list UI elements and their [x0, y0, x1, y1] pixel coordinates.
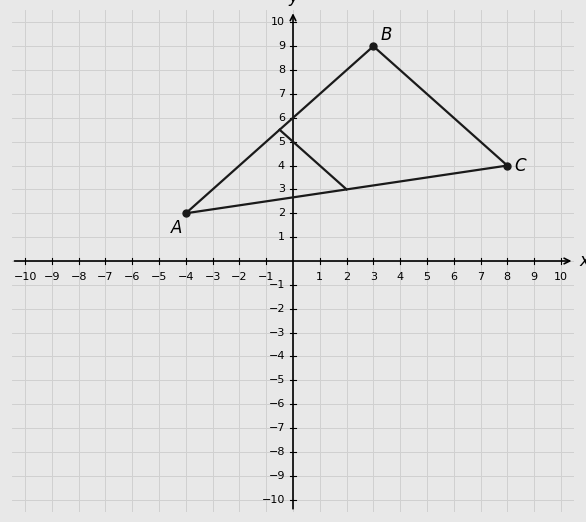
Text: −2: −2 [231, 272, 248, 282]
Text: −10: −10 [261, 495, 285, 505]
Text: 6: 6 [450, 272, 457, 282]
Text: 9: 9 [530, 272, 538, 282]
Text: A: A [171, 219, 182, 237]
Text: 8: 8 [504, 272, 511, 282]
Text: 4: 4 [397, 272, 404, 282]
Text: −7: −7 [268, 423, 285, 433]
Text: −8: −8 [70, 272, 87, 282]
Text: 7: 7 [278, 89, 285, 99]
Text: x: x [580, 252, 586, 270]
Text: −3: −3 [205, 272, 221, 282]
Text: 1: 1 [316, 272, 323, 282]
Text: −7: −7 [97, 272, 114, 282]
Text: −8: −8 [268, 447, 285, 457]
Text: −9: −9 [268, 471, 285, 481]
Text: 9: 9 [278, 41, 285, 51]
Text: −5: −5 [151, 272, 167, 282]
Text: 8: 8 [278, 65, 285, 75]
Text: −3: −3 [268, 328, 285, 338]
Text: 5: 5 [424, 272, 431, 282]
Text: −5: −5 [268, 375, 285, 385]
Text: 10: 10 [271, 17, 285, 27]
Text: 3: 3 [370, 272, 377, 282]
Text: −4: −4 [178, 272, 194, 282]
Text: 6: 6 [278, 113, 285, 123]
Text: 2: 2 [278, 208, 285, 218]
Text: −1: −1 [258, 272, 274, 282]
Text: y: y [288, 0, 298, 6]
Text: −9: −9 [43, 272, 60, 282]
Text: 10: 10 [554, 272, 568, 282]
Text: 7: 7 [477, 272, 484, 282]
Text: −1: −1 [268, 280, 285, 290]
Text: 1: 1 [278, 232, 285, 242]
Text: 5: 5 [278, 137, 285, 147]
Text: −6: −6 [268, 399, 285, 409]
Text: −10: −10 [13, 272, 37, 282]
Text: 2: 2 [343, 272, 350, 282]
Text: −4: −4 [268, 351, 285, 361]
Text: −6: −6 [124, 272, 141, 282]
Text: 4: 4 [278, 161, 285, 171]
Text: B: B [380, 26, 391, 44]
Text: −2: −2 [268, 304, 285, 314]
Text: C: C [514, 157, 526, 174]
Text: 3: 3 [278, 184, 285, 194]
